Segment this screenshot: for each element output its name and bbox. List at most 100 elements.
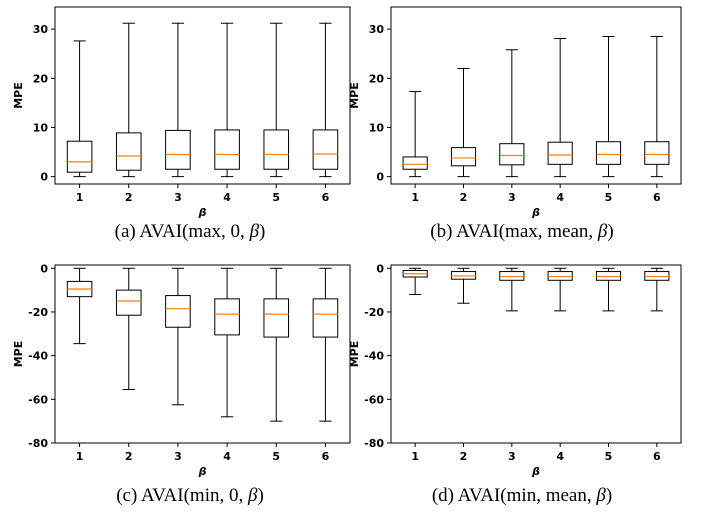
box-iqr — [499, 143, 525, 166]
y-axis-label: MPE — [348, 341, 361, 368]
box-iqr — [312, 298, 339, 338]
x-tick-label: 2 — [125, 191, 133, 204]
box-iqr — [165, 129, 191, 170]
box-3 — [499, 267, 525, 312]
box-iqr — [595, 271, 622, 281]
x-tick-label: 3 — [174, 191, 182, 204]
x-tick-label: 2 — [125, 450, 133, 463]
x-tick-label: 3 — [508, 450, 516, 463]
box-6 — [644, 267, 670, 312]
box-iqr — [165, 295, 191, 328]
box-3 — [165, 22, 191, 178]
box-1 — [66, 267, 93, 345]
y-tick-label: 30 — [369, 23, 385, 36]
box-iqr — [644, 141, 670, 165]
x-tick-label: 1 — [76, 450, 84, 463]
caption-symbol: β — [596, 485, 606, 506]
box-iqr — [547, 271, 573, 281]
x-axis-label: β — [531, 206, 540, 219]
box-iqr — [312, 129, 339, 170]
plot-frame — [390, 6, 682, 185]
y-tick-label: 0 — [376, 262, 384, 275]
plot-frame — [390, 264, 682, 444]
x-tick-label: 4 — [223, 191, 231, 204]
x-tick-label: 5 — [272, 191, 280, 204]
box-2 — [115, 267, 142, 390]
x-tick-label: 6 — [653, 191, 661, 204]
x-tick-label: 2 — [460, 450, 468, 463]
x-tick-label: 4 — [223, 450, 231, 463]
box-3 — [499, 49, 525, 178]
caption-a: (a) AVAI(max, 0, β) — [115, 221, 266, 243]
box-6 — [312, 267, 339, 422]
box-iqr — [214, 129, 240, 170]
y-tick-label: 30 — [33, 23, 49, 36]
plot-frame — [54, 6, 351, 185]
y-tick-label: -20 — [364, 306, 384, 319]
box-5 — [595, 267, 622, 312]
caption-suffix: ) — [605, 485, 613, 506]
box-1 — [402, 267, 428, 295]
x-tick-label: 6 — [653, 450, 661, 463]
caption-d: (d) AVAI(min, mean, β) — [432, 485, 612, 507]
box-3 — [165, 267, 191, 406]
box-iqr — [214, 298, 240, 336]
caption-prefix: (a) AVAI(max, 0, — [114, 221, 250, 242]
x-tick-label: 4 — [556, 450, 564, 463]
box-2 — [450, 67, 477, 178]
x-axis-label: β — [198, 465, 207, 478]
box-2 — [450, 267, 477, 304]
caption-suffix: ) — [607, 221, 614, 242]
x-tick-label: 5 — [605, 450, 613, 463]
box-iqr — [595, 141, 622, 165]
chart-panel-a: 0 10 20 30 1 2 3 4 5 6 β MPE — [12, 6, 351, 219]
box-5 — [263, 22, 290, 178]
box-4 — [547, 37, 573, 178]
y-tick-label: -20 — [28, 306, 48, 319]
box-iqr — [402, 156, 428, 170]
box-iqr — [115, 132, 142, 171]
y-tick-label: -80 — [364, 437, 384, 450]
box-4 — [214, 267, 240, 418]
chart-panel-b: 0 10 20 30 1 2 3 4 5 6 β MPE — [348, 6, 682, 219]
box-1 — [402, 91, 428, 178]
x-tick-label: 6 — [322, 450, 330, 463]
box-iqr — [115, 289, 142, 316]
x-tick-label: 1 — [411, 450, 419, 463]
caption-symbol: β — [249, 221, 260, 242]
y-tick-label: -40 — [28, 350, 48, 363]
box-iqr — [263, 298, 290, 338]
chart-panel-c: 0 -20 -40 -60 -80 1 2 3 4 5 6 β MPE — [12, 262, 351, 478]
y-tick-label: -40 — [364, 350, 384, 363]
caption-prefix: (c) AVAI(min, 0, — [116, 485, 248, 506]
x-tick-label: 3 — [508, 191, 516, 204]
x-tick-label: 5 — [605, 191, 613, 204]
x-tick-label: 5 — [272, 450, 280, 463]
caption-suffix: ) — [259, 221, 266, 242]
x-tick-label: 1 — [76, 191, 84, 204]
box-6 — [644, 36, 670, 178]
box-iqr — [499, 271, 525, 281]
y-tick-label: 0 — [376, 171, 384, 184]
y-axis-label: MPE — [12, 341, 25, 368]
chart-panel-d: 0 -20 -40 -60 -80 1 2 3 4 5 6 β MPE — [348, 262, 682, 478]
y-axis-label: MPE — [12, 82, 25, 109]
box-iqr — [66, 140, 93, 173]
y-tick-label: 10 — [369, 121, 385, 134]
caption-suffix: ) — [257, 485, 264, 506]
box-5 — [263, 267, 290, 422]
x-axis-label: β — [531, 465, 540, 478]
caption-b: (b) AVAI(max, mean, β) — [430, 221, 613, 243]
x-tick-label: 1 — [411, 191, 419, 204]
box-1 — [66, 40, 93, 178]
box-iqr — [263, 129, 290, 170]
x-tick-label: 6 — [322, 191, 330, 204]
y-tick-label: -80 — [28, 437, 48, 450]
y-tick-label: 20 — [33, 72, 49, 85]
box-4 — [547, 267, 573, 312]
plot-frame — [54, 264, 351, 444]
y-tick-label: 0 — [40, 262, 48, 275]
x-tick-label: 3 — [174, 450, 182, 463]
caption-symbol: β — [247, 485, 258, 506]
